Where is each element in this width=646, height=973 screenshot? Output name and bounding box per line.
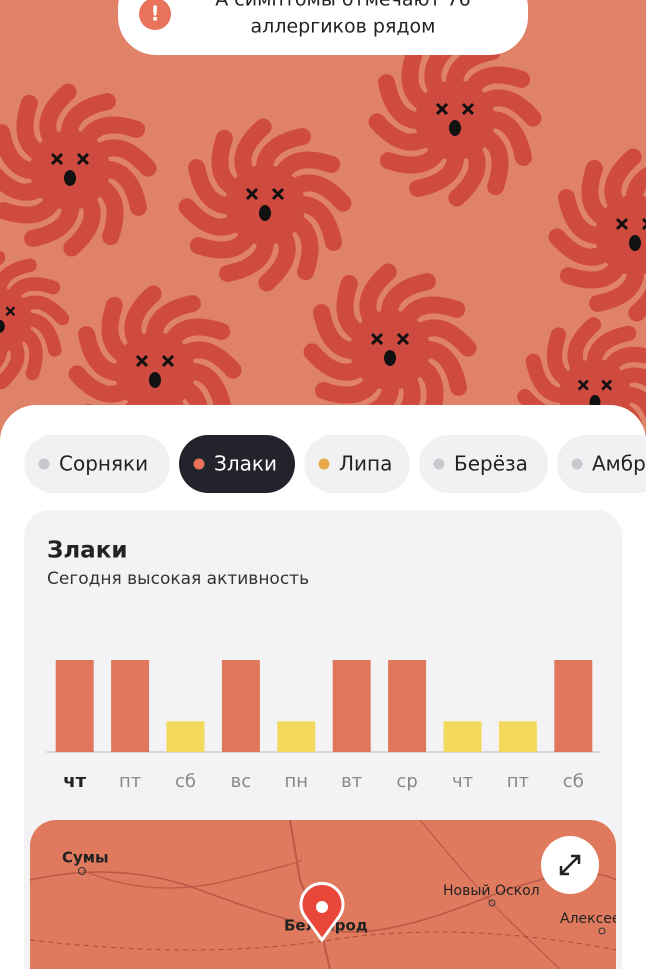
tab[interactable] (24, 435, 170, 493)
chart: чт пт сб вс пн вт ср чт пт сб (55, 660, 593, 792)
x-tick-label: чт (452, 771, 473, 792)
expand-icon (559, 854, 581, 876)
pin-dot (316, 901, 328, 913)
pollen-monster (548, 148, 646, 322)
bar (166, 721, 205, 752)
x-tick-label: сб (175, 771, 196, 792)
notification[interactable] (118, 0, 528, 55)
x-tick-label: сб (563, 771, 584, 792)
tab-dot (193, 458, 205, 470)
bar (111, 660, 150, 752)
x-tick-label: вт (341, 771, 362, 792)
tab[interactable] (304, 435, 410, 493)
city-dot (488, 899, 496, 907)
pollen-mouth (384, 350, 396, 366)
x-tick-label: пт (119, 771, 141, 792)
pollen-mouth (64, 170, 76, 186)
pollen-eyes (370, 332, 410, 346)
tab-label: Липа (339, 452, 392, 476)
tab-label: Амбр (592, 452, 646, 476)
card-subtitle: Сегодня высокая активность (47, 569, 309, 589)
bar (221, 660, 260, 752)
pollen-mouth (629, 235, 641, 251)
card-title: Злаки (47, 538, 127, 564)
pollen-mouth (0, 320, 5, 333)
pollen-mouth (149, 372, 161, 388)
city-dot (78, 867, 86, 875)
pollen-eyes (435, 102, 475, 116)
pollen-eyes (50, 152, 90, 166)
tab-dot (571, 458, 583, 470)
tab-dot (38, 458, 50, 470)
bar (498, 721, 537, 752)
tab-dot (433, 458, 445, 470)
pollen-monster (0, 83, 157, 257)
pollen-arm (0, 258, 37, 305)
x-tick-label: пн (285, 771, 309, 792)
tab-label: Сорняки (59, 452, 148, 476)
pollen-monster (178, 118, 352, 292)
map-label: Алексее (560, 911, 621, 927)
tab[interactable] (179, 435, 295, 493)
pollen-mouth (259, 205, 271, 221)
alert-mark: ! (150, 2, 159, 26)
pollen-eyes (135, 354, 175, 368)
bar (332, 660, 371, 752)
tab-dot (318, 458, 330, 470)
pollen-eyes (245, 187, 285, 201)
x-tick-label: пт (507, 771, 529, 792)
tab-label: Берёза (454, 452, 528, 476)
x-tick-label: вс (231, 771, 252, 792)
tab[interactable] (419, 435, 548, 493)
road (81, 859, 302, 889)
pollen-arm (628, 251, 646, 322)
x-tick-label: ср (396, 771, 417, 792)
bar (277, 721, 316, 752)
x-tick-label: чт (63, 771, 86, 792)
city-dot (598, 927, 606, 935)
alert-icon (139, 0, 171, 30)
bar (388, 660, 427, 752)
pollen-body (0, 288, 32, 352)
tab-label: Злаки (214, 452, 277, 476)
tab[interactable] (557, 435, 646, 493)
notification-text: А симптомы отмечают 76 (215, 0, 471, 11)
tabs: Сорняки Злаки Липа Берёза Амбр (24, 435, 646, 493)
pollen-eyes (577, 379, 613, 391)
bar (443, 721, 482, 752)
map[interactable]: Сумы Новый Оскол Белгород Алексее (30, 820, 621, 973)
bar (55, 660, 94, 752)
pollen-body (595, 195, 646, 275)
pollen-eyes (615, 217, 646, 231)
road (419, 820, 561, 970)
pollen-monster (0, 251, 70, 390)
bar (554, 660, 593, 752)
map-label: Новый Оскол (443, 883, 540, 899)
notification-text: аллергиков рядом (251, 16, 436, 38)
border (30, 931, 616, 951)
pollen-mouth (449, 120, 461, 136)
map-label: Сумы (62, 849, 109, 867)
